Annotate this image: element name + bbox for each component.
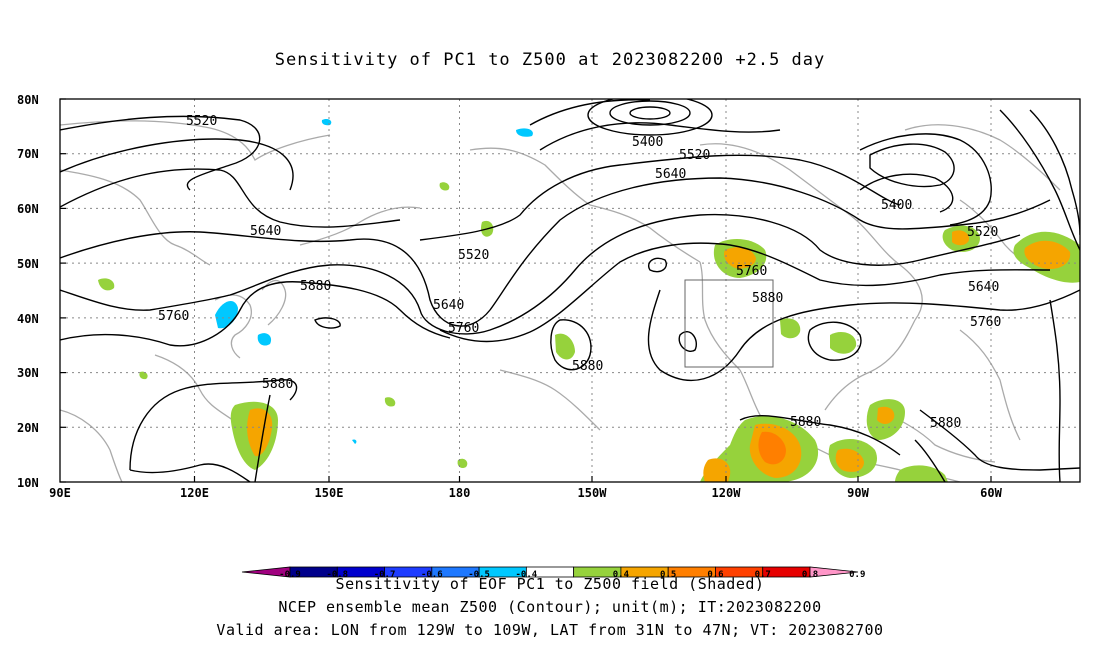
lon-label: 120W — [712, 486, 742, 500]
contour-label: 5760 — [158, 309, 189, 324]
caption-shading: Sensitivity of EOF PC1 to Z500 field (Sh… — [335, 575, 765, 593]
lon-label: 90E — [49, 486, 71, 500]
shade-green — [830, 332, 857, 354]
lon-label: 90W — [847, 486, 869, 500]
contour-label: 5640 — [968, 280, 999, 295]
colorbar-label: 0.8 — [802, 570, 818, 580]
contour-label: 5400 — [632, 135, 663, 150]
lat-label: 10N — [17, 476, 39, 490]
shade-green — [555, 333, 575, 360]
colorbar-label: 0.9 — [849, 570, 865, 580]
plot-frame — [59, 98, 1081, 483]
shade-green — [98, 278, 115, 291]
caption-contour: NCEP ensemble mean Z500 (Contour); unit(… — [278, 598, 822, 616]
lon-labels: 90E 120E 150E 180 150W 120W 90W 60W — [49, 486, 1002, 500]
shade-green — [780, 318, 801, 339]
colorbar-label: 0.7 — [755, 570, 771, 580]
lat-label: 60N — [17, 202, 39, 216]
shade-orange — [1024, 240, 1071, 270]
contour-label: 5880 — [790, 415, 821, 430]
contour-label: 5640 — [250, 224, 281, 239]
lat-label: 30N — [17, 366, 39, 380]
contour-label: 5880 — [572, 359, 603, 374]
lon-label: 150W — [578, 486, 608, 500]
shade-cyan — [321, 118, 332, 126]
colorbar-label: 0.4 — [613, 570, 630, 580]
lon-label: 60W — [980, 486, 1002, 500]
contour-label: 5880 — [300, 279, 331, 294]
contour-label: 5880 — [930, 416, 961, 431]
colorbar-label: -0.8 — [326, 570, 348, 580]
contour-label: 5760 — [970, 315, 1001, 330]
lat-label: 50N — [17, 257, 39, 271]
valid-area-box — [684, 279, 774, 368]
contour-label: 5880 — [752, 291, 783, 306]
lon-label: 120E — [180, 486, 209, 500]
contour-label: 5640 — [655, 167, 686, 182]
lon-label: 180 — [449, 486, 471, 500]
lat-labels: 80N 70N 60N 50N 40N 30N 20N 10N — [17, 93, 39, 490]
shade-green — [895, 465, 948, 482]
lat-label: 80N — [17, 93, 39, 107]
shade-cyan — [215, 300, 238, 329]
contour-label: 5520 — [679, 148, 710, 163]
colorbar-label: -0.5 — [468, 570, 490, 580]
contour-label: 5520 — [186, 114, 217, 129]
shade-orange — [952, 230, 970, 246]
shade-cyan — [257, 333, 272, 346]
colorbar-label: -0.6 — [421, 570, 443, 580]
colorbar-label: 0.6 — [707, 570, 723, 580]
colorbar-swatch — [809, 566, 859, 578]
contour-label: 5520 — [458, 248, 489, 263]
colorbar-label: -0.7 — [374, 570, 396, 580]
contour-label: 5520 — [967, 225, 998, 240]
lat-label: 40N — [17, 312, 39, 326]
shade-cyan — [352, 439, 357, 444]
lat-label: 20N — [17, 421, 39, 435]
lat-label: 70N — [17, 147, 39, 161]
map-title: Sensitivity of PC1 to Z500 at 2023082200… — [274, 50, 826, 70]
shade-orange — [877, 406, 895, 424]
shade-green — [439, 182, 450, 191]
colorbar-label: -0.4 — [516, 570, 538, 580]
graticule — [60, 99, 1080, 482]
colorbar-label: -0.9 — [279, 570, 301, 580]
shade-red — [758, 431, 786, 465]
shade-green — [384, 397, 396, 407]
contour-label: 5760 — [736, 264, 767, 279]
contour-label: 5400 — [881, 198, 912, 213]
contour-label: 5760 — [448, 321, 479, 336]
caption-valid-area: Valid area: LON from 129W to 109W, LAT f… — [216, 621, 884, 639]
shade-orange — [703, 458, 731, 482]
colorbar: -0.9 -0.8 -0.7 -0.6 -0.5 -0.4 0.4 0.5 0.6 0.7 0.8 0… — [241, 566, 865, 580]
contour-label-group: 5520 5400 5520 5640 5640 5520 5880 5760 … — [158, 114, 1001, 431]
lon-label: 150E — [315, 486, 344, 500]
shade-cyan — [516, 128, 533, 137]
shade-green — [139, 371, 148, 380]
tick-marks — [60, 98, 992, 483]
z500-contours — [60, 99, 1080, 482]
coastlines — [60, 120, 1061, 482]
contour-label: 5880 — [262, 377, 293, 392]
contour-label: 5640 — [433, 298, 464, 313]
colorbar-label: 0.5 — [660, 570, 676, 580]
sensitivity-shading — [98, 118, 1080, 482]
shade-orange — [835, 448, 864, 472]
